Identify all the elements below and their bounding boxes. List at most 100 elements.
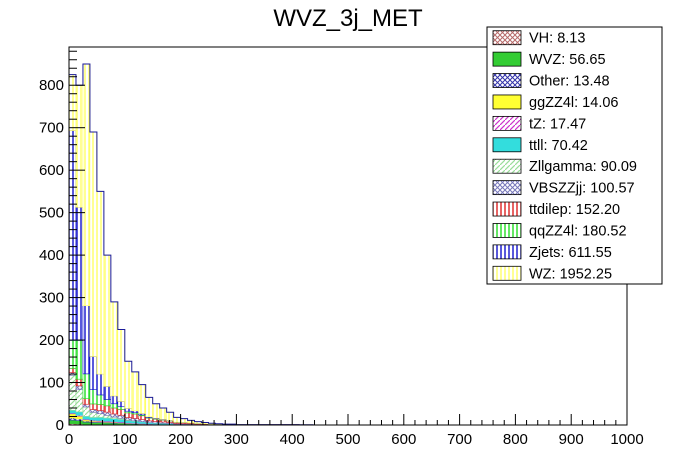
bar-wz-bin-2	[82, 63, 91, 307]
bar-ttdilep-bin-0	[68, 368, 77, 373]
bar-zllgamma-bin-5	[103, 415, 112, 419]
legend-label-zjets: Zjets: 611.55	[529, 245, 612, 261]
bar-zjets-bin-1	[75, 206, 84, 341]
bar-ttll-bin-2	[82, 416, 91, 420]
legend-swatch-ttll	[492, 137, 522, 153]
legend-label-ttll: ttll: 70.42	[529, 138, 588, 154]
bar-zjets-bin-6	[110, 395, 119, 405]
bar-other-bin-0	[68, 417, 77, 421]
bar-wz-bin-5	[103, 254, 112, 387]
x-tick-label: 500	[335, 431, 360, 448]
bar-zjets-bin-4	[96, 373, 105, 396]
legend-label-tz: tZ: 17.47	[529, 116, 586, 132]
x-axis: 0 100 200 300 400 500 600 700 800 900 1000	[65, 414, 644, 448]
bar-wz-bin-4	[96, 191, 105, 375]
legend: VH: 8.13 WVZ: 56.65 Other: 13.48 ggZZ4l: 14…	[486, 26, 663, 285]
bar-ttdilep-bin-3	[89, 403, 98, 410]
x-tick-label: 100	[112, 431, 137, 448]
bar-ttdilep-bin-2	[82, 398, 91, 405]
bar-ttdilep-bin-6	[110, 407, 119, 415]
bar-zjets-bin-7	[117, 401, 126, 408]
bar-ttdilep-bin-8	[124, 412, 133, 418]
y-tick-label: 700	[39, 120, 64, 137]
bar-vbszzjj-bin-2	[82, 403, 91, 408]
x-tick-label: 0	[65, 431, 73, 448]
bar-ttdilep-bin-5	[103, 405, 112, 413]
bar-ttll-bin-5	[103, 417, 112, 422]
bar-zllgamma-bin-0	[68, 375, 77, 411]
legend-swatch-vh	[492, 30, 522, 46]
legend-swatch-ggzz4l	[492, 94, 522, 110]
bar-vbszzjj-bin-8	[124, 417, 133, 421]
x-tick-label: 600	[391, 431, 416, 448]
legend-swatch-qqzz4l	[492, 223, 522, 238]
bar-qqzz4l-bin-4	[96, 394, 105, 405]
y-tick-label: 100	[39, 375, 64, 392]
legend-label-vh: VH: 8.13	[529, 31, 585, 47]
bar-wz-bin-11	[145, 397, 153, 418]
legend-swatch-wz	[492, 265, 522, 281]
bar-wz-bin-1	[75, 84, 84, 208]
bar-qqzz4l-bin-5	[103, 399, 112, 407]
bar-wz-bin-12	[152, 403, 160, 419]
bar-zllgamma-bin-2	[82, 406, 91, 417]
bar-wz-bin-9	[131, 371, 140, 412]
bar-vbszzjj-bin-5	[103, 411, 112, 416]
bar-vbszzjj-bin-4	[96, 410, 105, 415]
y-tick-label: 500	[39, 205, 64, 222]
bar-ttdilep-bin-9	[131, 413, 140, 419]
legend-label-other: Other: 13.48	[529, 74, 610, 90]
chart-title: WVZ_3j_MET	[273, 5, 423, 32]
bar-wz-bin-6	[110, 301, 119, 397]
legend-swatch-zllgamma	[492, 158, 522, 174]
bar-wvz-bin-1	[75, 420, 84, 425]
bar-vbszzjj-bin-7	[117, 414, 126, 419]
y-tick-label: 600	[39, 162, 64, 179]
bar-ttdilep-bin-7	[117, 409, 126, 416]
y-tick-label: 800	[39, 77, 64, 94]
bar-wz-bin-10	[138, 384, 147, 414]
bar-vbszzjj-bin-9	[131, 418, 140, 422]
bar-qqzz4l-bin-7	[117, 406, 126, 410]
bar-zllgamma-bin-4	[96, 413, 105, 418]
bar-ttll-bin-1	[75, 411, 84, 416]
bar-ttll-bin-3	[89, 417, 98, 421]
legend-swatch-tz	[492, 115, 522, 131]
bar-wvz-bin-2	[82, 421, 91, 425]
bar-qqzz4l-bin-6	[110, 403, 119, 409]
x-tick-label: 700	[447, 431, 472, 448]
bar-zjets-bin-3	[89, 356, 98, 390]
legend-label-ggzz4l: ggZZ4l: 14.06	[529, 95, 618, 111]
x-tick-label: 1000	[610, 431, 643, 448]
legend-swatch-other	[492, 73, 522, 88]
bar-ggzz4l-bin-0	[68, 413, 77, 419]
x-tick-label: 900	[559, 431, 584, 448]
bar-qqzz4l-bin-2	[82, 373, 91, 399]
bar-ttll-bin-6	[110, 418, 119, 422]
y-tick-label: 0	[56, 417, 64, 434]
bar-ttll-bin-8	[124, 420, 133, 424]
bar-zjets-bin-5	[103, 386, 112, 400]
bar-wz-bin-8	[124, 360, 133, 409]
bar-wz-bin-13	[159, 407, 167, 420]
bar-wz-bin-14	[166, 411, 174, 421]
bar-ttdilep-bin-13	[159, 419, 167, 423]
bar-zllgamma-bin-1	[75, 389, 84, 413]
bar-ggzz4l-bin-1	[75, 415, 84, 420]
bar-ttll-bin-7	[117, 419, 126, 423]
bar-vbszzjj-bin-3	[89, 409, 98, 413]
y-tick-label: 400	[39, 247, 64, 264]
legend-label-wvz: WVZ: 56.65	[529, 52, 606, 68]
bar-qqzz4l-bin-1	[75, 340, 84, 380]
legend-swatch-ttdilep	[492, 201, 522, 217]
legend-label-ttdilep: ttdilep: 152.20	[529, 202, 620, 218]
bar-wz-bin-15	[173, 417, 181, 423]
legend-label-qqzz4l: qqZZ4l: 180.52	[529, 223, 627, 239]
bar-vbszzjj-bin-1	[75, 385, 84, 391]
legend-label-wz: WZ: 1952.25	[529, 266, 612, 282]
x-tick-label: 800	[503, 431, 528, 448]
bar-zjets-bin-8	[124, 408, 133, 412]
legend-swatch-vbszzjj	[492, 180, 522, 196]
bar-vbszzjj-bin-6	[110, 413, 119, 418]
bar-zllgamma-bin-3	[89, 412, 98, 418]
